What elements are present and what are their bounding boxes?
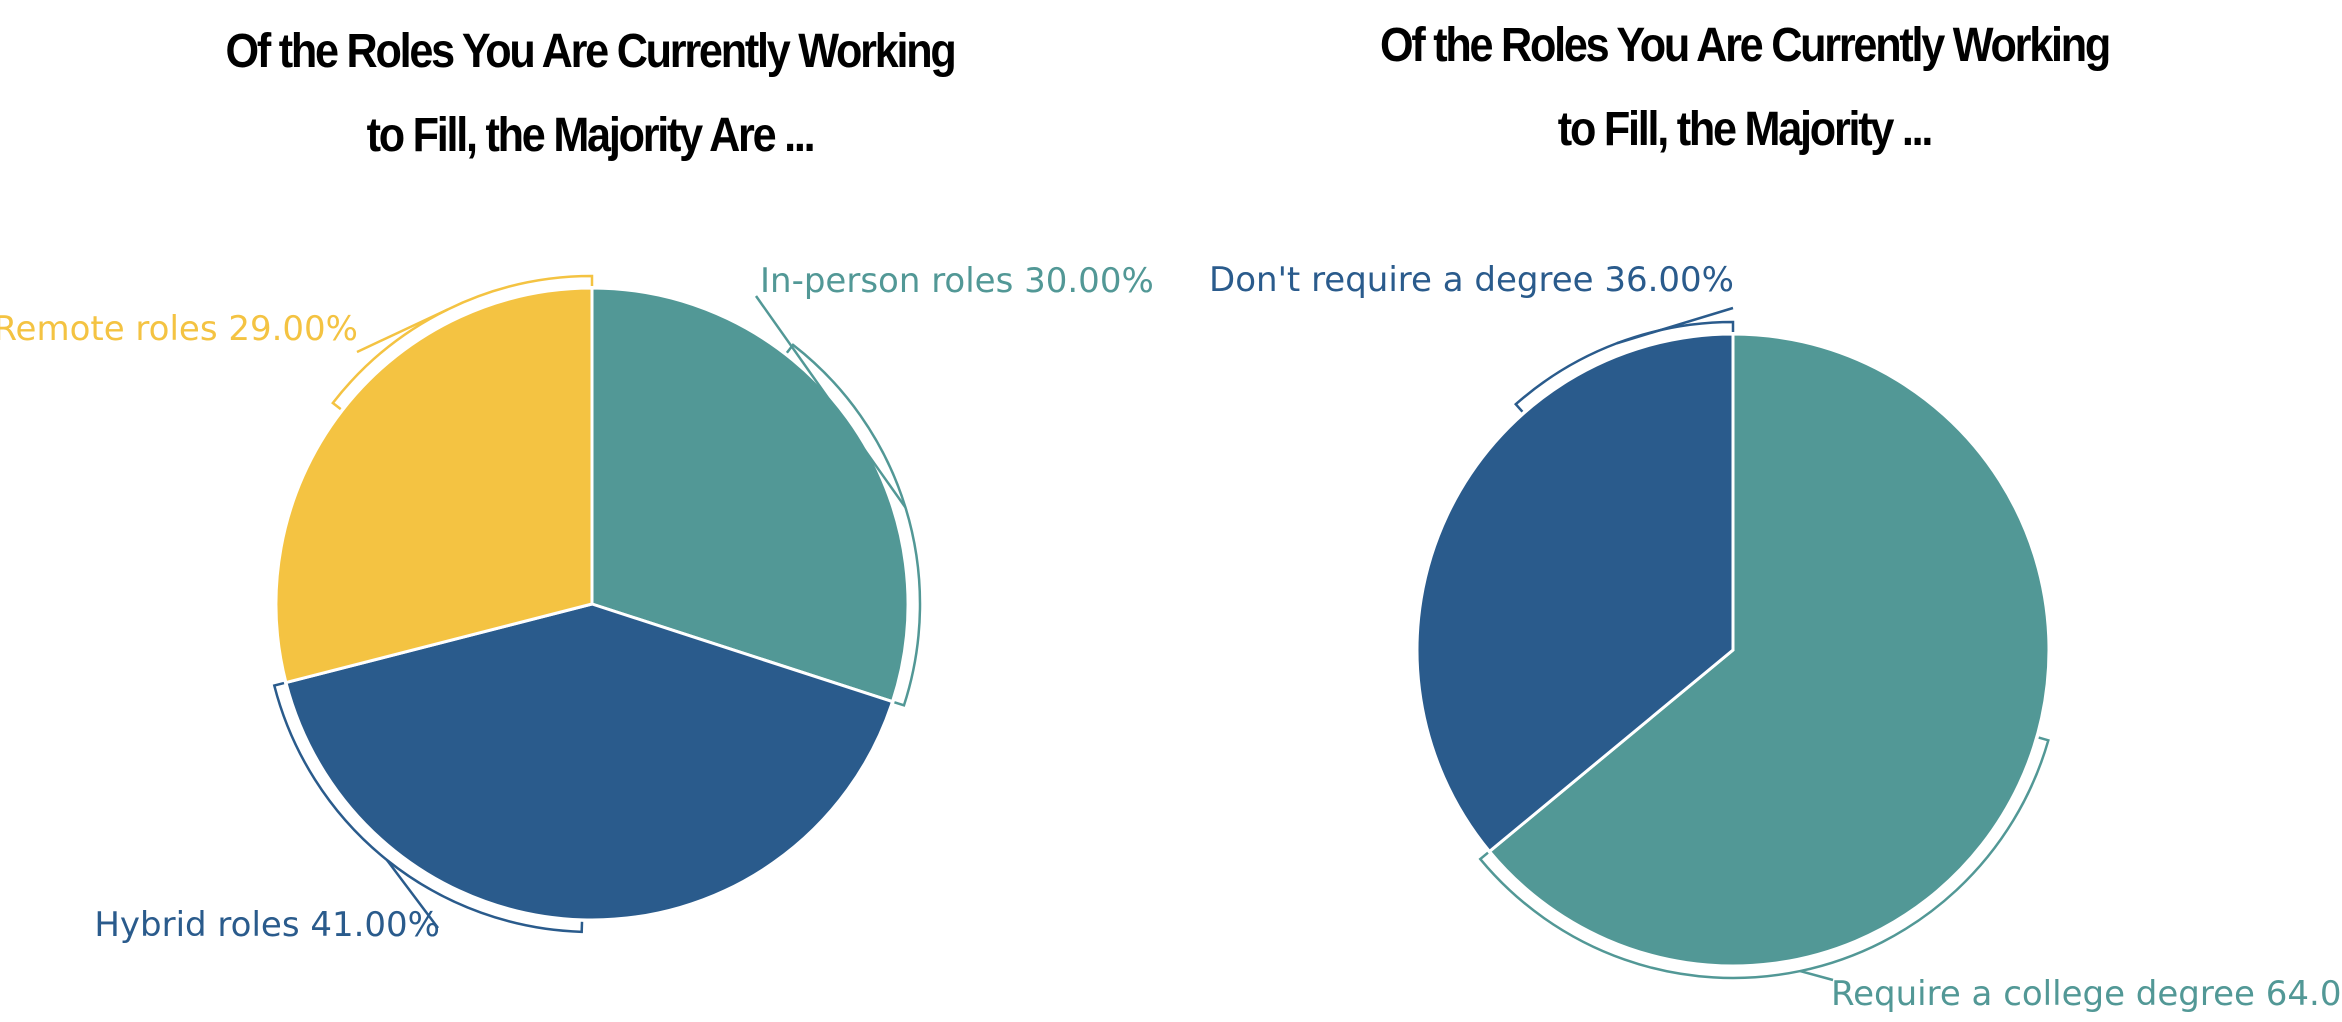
pie-slice-hybrid-roles-leader-line [385,859,439,929]
chart-title-line-1: Of the Roles You Are Currently Working [225,25,956,78]
pie-slice-remote-roles-bracket [331,274,594,411]
pie-chart-degree-requirement: Of the Roles You Are Currently Working t… [1171,0,2342,1022]
pie-slices [274,286,910,922]
pie-slice-don-t-require-a-degree-bracket [1514,320,1735,413]
pie-chart-svg: Require a college degree 64.00% Don't req… [1209,260,2342,1014]
chart-title-line-2: to Fill, the Majority ... [1557,103,1934,156]
chart-title: Of the Roles You Are Currently Working t… [1218,4,2272,172]
pie-slices [1415,332,2051,968]
pie-slice-require-a-college-degree-label: Require a college degree 64.00% [1831,974,2342,1014]
pie-slice-don-t-require-a-degree-label: Don't require a degree 36.00% [1209,260,1734,300]
pie-slice-in-person-roles-leader-line [754,295,907,509]
chart-title-line-2: to Fill, the Majority Are ... [366,109,816,162]
chart-title-line-1: Of the Roles You Are Currently Working [1379,19,2111,72]
pie-slice-remote-roles-label: Remote roles 29.00% [0,309,358,349]
pie-slice-require-a-college-degree-leader-line [1799,969,1834,982]
pie-slice-remote-roles[interactable] [274,286,594,685]
pie-slice-hybrid-roles-label: Hybrid roles 41.00% [94,905,440,945]
pie-slice-remote-roles-leader-line [356,308,449,354]
pie-slice-hybrid-roles[interactable] [284,602,895,922]
pie-slice-don-t-require-a-degree-leader-line [1616,306,1734,345]
pie-chart-svg: In-person roles 30.00% Hybrid roles 41.00… [0,261,1154,945]
pie-labels: Require a college degree 64.00% Don't req… [1209,260,2342,1014]
pie-slice-don-t-require-a-degree[interactable] [1415,332,1735,854]
pie-labels: In-person roles 30.00% Hybrid roles 41.00… [0,261,1154,945]
pie-slice-in-person-roles[interactable] [590,286,910,704]
pie-slice-in-person-roles-label: In-person roles 30.00% [760,261,1154,301]
pie-slice-require-a-college-degree[interactable] [1487,332,2051,968]
pie-chart-role-location: Of the Roles You Are Currently Working t… [0,10,1154,945]
chart-title: Of the Roles You Are Currently Working t… [70,10,1110,178]
